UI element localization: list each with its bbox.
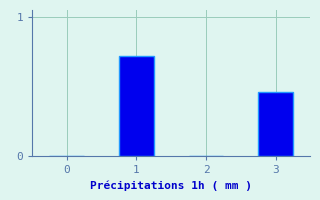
Bar [119,56,154,156]
Bar [258,92,293,156]
X-axis label: Précipitations 1h ( mm ): Précipitations 1h ( mm ) [90,181,252,191]
